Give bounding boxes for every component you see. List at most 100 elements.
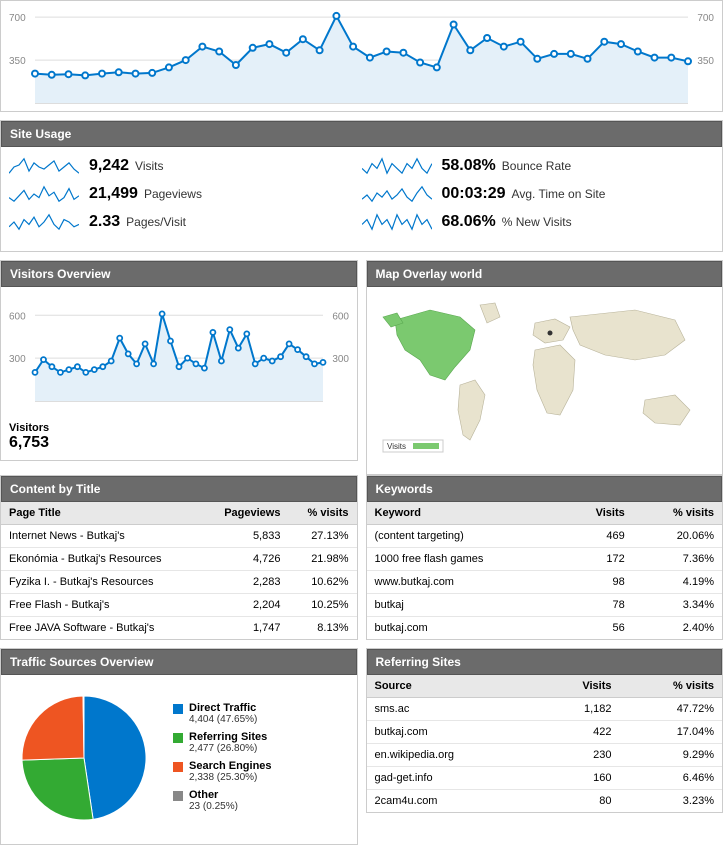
table-cell: 10.25% bbox=[288, 594, 356, 617]
site-usage-metric: 2.33 Pages/Visit bbox=[9, 213, 362, 231]
table-row: sms.ac1,18247.72% bbox=[367, 698, 723, 721]
main-chart-panel: 700350700350 bbox=[0, 0, 723, 112]
table-cell: 27.13% bbox=[288, 525, 356, 548]
visitors-overview-panel: Visitors Overview 600300600300 Visitors … bbox=[0, 260, 358, 461]
table-cell: (content targeting) bbox=[367, 525, 563, 548]
table-cell: en.wikipedia.org bbox=[367, 744, 539, 767]
main-chart: 700350700350 bbox=[1, 1, 722, 111]
metric-value: 00:03:29 bbox=[442, 185, 506, 203]
table-cell: 3.34% bbox=[633, 594, 722, 617]
legend-item: Direct Traffic 4,404 (47.65%) bbox=[173, 702, 272, 725]
table-cell: 20.06% bbox=[633, 525, 722, 548]
metric-value: 58.08% bbox=[442, 157, 496, 175]
content-by-title-panel: Content by Title Page TitlePageviews% vi… bbox=[0, 475, 358, 640]
svg-text:Visits: Visits bbox=[387, 442, 406, 451]
referring-sites-header: Referring Sites bbox=[367, 649, 723, 675]
table-cell: 1,747 bbox=[202, 617, 288, 640]
metric-value: 68.06% bbox=[442, 213, 496, 231]
site-usage-panel: Site Usage 9,242 Visits 21,499 Pageviews… bbox=[0, 120, 723, 252]
legend-sublabel: 23 (0.25%) bbox=[189, 801, 238, 812]
column-header: Keyword bbox=[367, 502, 563, 525]
column-header: % visits bbox=[633, 502, 722, 525]
column-header: Visits bbox=[538, 675, 619, 698]
table-cell: Ekonómia - Butkaj's Resources bbox=[1, 548, 202, 571]
column-header: Source bbox=[367, 675, 539, 698]
table-cell: 80 bbox=[538, 790, 619, 813]
table-cell: 9.29% bbox=[620, 744, 723, 767]
table-cell: 172 bbox=[562, 548, 633, 571]
keywords-panel: Keywords KeywordVisits% visits(content t… bbox=[366, 475, 723, 640]
table-cell: butkaj.com bbox=[367, 721, 539, 744]
sparkline bbox=[362, 157, 432, 175]
traffic-pie-chart bbox=[9, 683, 159, 836]
referring-sites-panel: Referring Sites SourceVisits% visitssms.… bbox=[366, 648, 723, 813]
traffic-sources-panel: Traffic Sources Overview Direct Traffic … bbox=[0, 648, 358, 845]
table-cell: 2.40% bbox=[633, 617, 722, 640]
table-cell: 8.13% bbox=[288, 617, 356, 640]
table-cell: 469 bbox=[562, 525, 633, 548]
site-usage-metric: 58.08% Bounce Rate bbox=[362, 157, 715, 175]
metric-label: Avg. Time on Site bbox=[512, 187, 606, 201]
metric-label: Pageviews bbox=[144, 187, 202, 201]
table-cell: 5,833 bbox=[202, 525, 288, 548]
table-cell: 47.72% bbox=[620, 698, 723, 721]
table-cell: 230 bbox=[538, 744, 619, 767]
table-cell: Free Flash - Butkaj's bbox=[1, 594, 202, 617]
table-cell: 2cam4u.com bbox=[367, 790, 539, 813]
metric-value: 21,499 bbox=[89, 185, 138, 203]
table-cell: 1000 free flash games bbox=[367, 548, 563, 571]
site-usage-metric: 21,499 Pageviews bbox=[9, 185, 362, 203]
legend-sublabel: 2,477 (26.80%) bbox=[189, 743, 267, 754]
site-usage-metric: 68.06% % New Visits bbox=[362, 213, 715, 231]
svg-text:600: 600 bbox=[332, 311, 349, 322]
table-cell: 21.98% bbox=[288, 548, 356, 571]
legend-sublabel: 4,404 (47.65%) bbox=[189, 714, 257, 725]
metric-value: 9,242 bbox=[89, 157, 129, 175]
svg-text:350: 350 bbox=[9, 56, 26, 67]
table-row: Ekonómia - Butkaj's Resources4,72621.98% bbox=[1, 548, 357, 571]
traffic-legend: Direct Traffic 4,404 (47.65%) Referring … bbox=[173, 702, 272, 818]
traffic-sources-header: Traffic Sources Overview bbox=[1, 649, 357, 675]
legend-swatch bbox=[173, 733, 183, 743]
metric-label: % New Visits bbox=[502, 215, 572, 229]
column-header: Pageviews bbox=[202, 502, 288, 525]
visitors-chart: 600300600300 bbox=[1, 287, 357, 416]
legend-sublabel: 2,338 (25.30%) bbox=[189, 772, 272, 783]
table-cell: gad-get.info bbox=[367, 767, 539, 790]
metric-label: Visits bbox=[135, 159, 163, 173]
table-row: gad-get.info1606.46% bbox=[367, 767, 723, 790]
visitors-overview-header: Visitors Overview bbox=[1, 261, 357, 287]
map-overlay-panel: Map Overlay world Visits bbox=[366, 260, 723, 475]
table-cell: 2,204 bbox=[202, 594, 288, 617]
table-cell: 56 bbox=[562, 617, 633, 640]
map-overlay-header: Map Overlay world bbox=[367, 261, 723, 287]
sparkline bbox=[362, 185, 432, 203]
legend-swatch bbox=[173, 704, 183, 714]
table-row: www.butkaj.com984.19% bbox=[367, 571, 723, 594]
table-cell: butkaj.com bbox=[367, 617, 563, 640]
visitors-label: Visitors bbox=[1, 416, 357, 434]
content-by-title-table: Page TitlePageviews% visitsInternet News… bbox=[1, 502, 357, 639]
table-cell: sms.ac bbox=[367, 698, 539, 721]
table-cell: www.butkaj.com bbox=[367, 571, 563, 594]
table-row: butkaj783.34% bbox=[367, 594, 723, 617]
column-header: Page Title bbox=[1, 502, 202, 525]
content-by-title-header: Content by Title bbox=[1, 476, 357, 502]
table-row: Free JAVA Software - Butkaj's1,7478.13% bbox=[1, 617, 357, 640]
table-row: en.wikipedia.org2309.29% bbox=[367, 744, 723, 767]
keywords-table: KeywordVisits% visits(content targeting)… bbox=[367, 502, 723, 639]
sparkline bbox=[9, 185, 79, 203]
svg-text:350: 350 bbox=[697, 56, 714, 67]
legend-label: Referring Sites bbox=[189, 731, 267, 743]
metric-value: 2.33 bbox=[89, 213, 120, 231]
legend-swatch bbox=[173, 791, 183, 801]
world-map: Visits bbox=[367, 287, 723, 466]
column-header: % visits bbox=[620, 675, 723, 698]
table-cell: Free JAVA Software - Butkaj's bbox=[1, 617, 202, 640]
table-row: Fyzika I. - Butkaj's Resources2,28310.62… bbox=[1, 571, 357, 594]
legend-item: Search Engines 2,338 (25.30%) bbox=[173, 760, 272, 783]
legend-swatch bbox=[173, 762, 183, 772]
sparkline bbox=[362, 213, 432, 231]
table-row: 1000 free flash games1727.36% bbox=[367, 548, 723, 571]
table-row: butkaj.com562.40% bbox=[367, 617, 723, 640]
